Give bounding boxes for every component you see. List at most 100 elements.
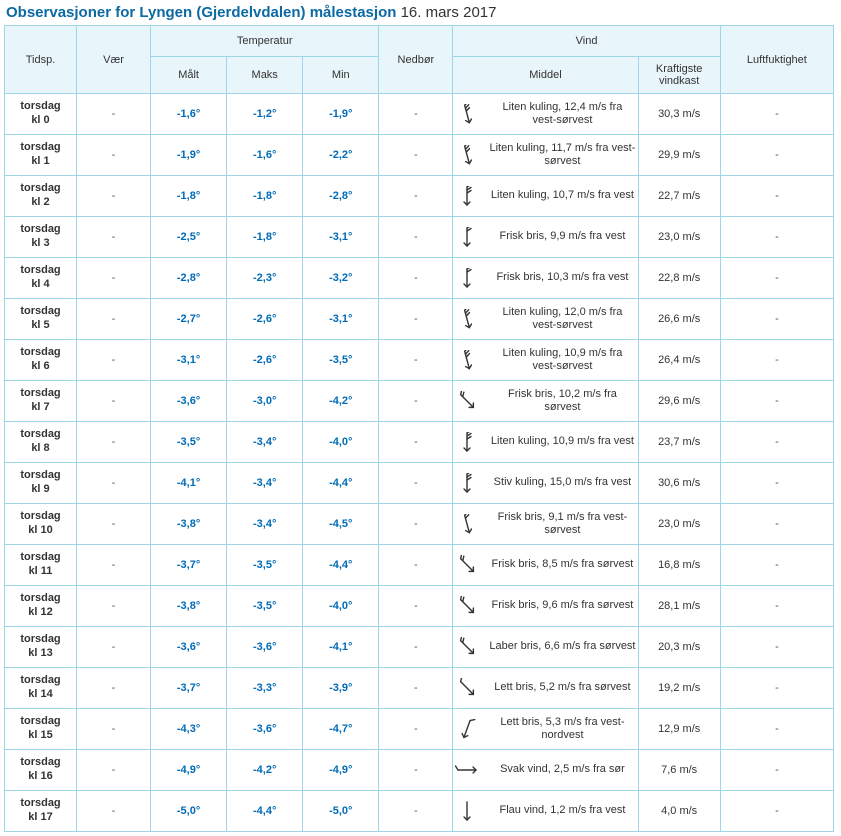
wind-barb-icon	[455, 473, 481, 493]
wind-description: Liten kuling, 12,4 m/s fra vest-sørvest	[489, 101, 635, 127]
day-label: torsdag	[20, 141, 60, 153]
humidity-cell: -	[720, 135, 833, 176]
table-row: torsdag kl 15 - -4,3° -3,6° -4,7° - Lett…	[5, 709, 834, 750]
temp-measured-cell: -3,6°	[151, 381, 227, 422]
wind-barb-icon	[455, 104, 481, 124]
temp-max-cell: -3,5°	[227, 545, 303, 586]
temp-measured-cell: -2,8°	[151, 258, 227, 299]
wind-barb-icon	[455, 145, 481, 165]
wind-description: Laber bris, 6,6 m/s fra sørvest	[489, 640, 635, 653]
wind-gust-cell: 23,7 m/s	[638, 422, 720, 463]
wind-mean-cell: Frisk bris, 9,9 m/s fra vest	[453, 217, 638, 258]
table-row: torsdag kl 8 - -3,5° -3,4° -4,0° - Liten…	[5, 422, 834, 463]
title-date: 16. mars 2017	[401, 4, 497, 21]
day-label: torsdag	[20, 592, 60, 604]
weather-cell: -	[76, 504, 150, 545]
weather-cell: -	[76, 422, 150, 463]
wind-mean-cell: Lett bris, 5,3 m/s fra vest-nordvest	[453, 709, 638, 750]
day-label: torsdag	[20, 346, 60, 358]
wind-gust-cell: 22,8 m/s	[638, 258, 720, 299]
hour-label: kl 2	[31, 196, 49, 208]
wind-description: Lett bris, 5,3 m/s fra vest-nordvest	[489, 716, 635, 742]
wind-gust-cell: 23,0 m/s	[638, 217, 720, 258]
humidity-cell: -	[720, 94, 833, 135]
wind-mean-cell: Liten kuling, 12,0 m/s fra vest-sørvest	[453, 299, 638, 340]
header-temp-measured: Målt	[151, 57, 227, 94]
temp-min-cell: -3,2°	[303, 258, 379, 299]
header-humidity: Luftfuktighet	[720, 26, 833, 94]
humidity-cell: -	[720, 709, 833, 750]
table-row: torsdag kl 9 - -4,1° -3,4° -4,4° - Stiv …	[5, 463, 834, 504]
header-wind: Vind	[453, 26, 720, 57]
weather-cell: -	[76, 135, 150, 176]
temp-min-cell: -4,9°	[303, 750, 379, 791]
humidity-cell: -	[720, 381, 833, 422]
wind-mean-cell: Stiv kuling, 15,0 m/s fra vest	[453, 463, 638, 504]
observations-table: Tidsp. Vær Temperatur Nedbør Vind Luftfu…	[4, 25, 834, 832]
humidity-cell: -	[720, 586, 833, 627]
temp-max-cell: -1,6°	[227, 135, 303, 176]
time-cell: torsdag kl 7	[5, 381, 77, 422]
temp-min-cell: -4,7°	[303, 709, 379, 750]
wind-gust-cell: 30,6 m/s	[638, 463, 720, 504]
temp-max-cell: -3,0°	[227, 381, 303, 422]
table-row: torsdag kl 13 - -3,6° -3,6° -4,1° - Labe…	[5, 627, 834, 668]
wind-description: Liten kuling, 10,9 m/s fra vest	[489, 435, 635, 448]
hour-label: kl 14	[28, 688, 52, 700]
temp-measured-cell: -4,1°	[151, 463, 227, 504]
temp-min-cell: -4,5°	[303, 504, 379, 545]
header-precip: Nedbør	[379, 26, 453, 94]
hour-label: kl 0	[31, 114, 49, 126]
weather-cell: -	[76, 668, 150, 709]
wind-barb-icon	[455, 432, 481, 452]
wind-barb-icon	[455, 637, 481, 657]
temp-max-cell: -3,6°	[227, 627, 303, 668]
precip-cell: -	[379, 627, 453, 668]
wind-gust-cell: 29,9 m/s	[638, 135, 720, 176]
weather-cell: -	[76, 586, 150, 627]
table-row: torsdag kl 14 - -3,7° -3,3° -3,9° - Lett…	[5, 668, 834, 709]
temp-measured-cell: -3,5°	[151, 422, 227, 463]
precip-cell: -	[379, 299, 453, 340]
day-label: torsdag	[20, 100, 60, 112]
precip-cell: -	[379, 709, 453, 750]
wind-barb-icon	[455, 760, 481, 780]
temp-max-cell: -3,4°	[227, 463, 303, 504]
humidity-cell: -	[720, 668, 833, 709]
humidity-cell: -	[720, 545, 833, 586]
header-wind-gust: Kraftigste vindkast	[638, 57, 720, 94]
wind-mean-cell: Flau vind, 1,2 m/s fra vest	[453, 791, 638, 832]
precip-cell: -	[379, 94, 453, 135]
humidity-cell: -	[720, 463, 833, 504]
wind-barb-icon	[455, 514, 481, 534]
wind-gust-cell: 28,1 m/s	[638, 586, 720, 627]
temp-measured-cell: -1,8°	[151, 176, 227, 217]
table-row: torsdag kl 2 - -1,8° -1,8° -2,8° - Liten…	[5, 176, 834, 217]
hour-label: kl 11	[29, 565, 53, 577]
temp-measured-cell: -3,1°	[151, 340, 227, 381]
wind-mean-cell: Liten kuling, 11,7 m/s fra vest-sørvest	[453, 135, 638, 176]
hour-label: kl 6	[31, 360, 49, 372]
temp-max-cell: -3,4°	[227, 504, 303, 545]
day-label: torsdag	[20, 428, 60, 440]
weather-cell: -	[76, 791, 150, 832]
precip-cell: -	[379, 545, 453, 586]
wind-description: Frisk bris, 9,9 m/s fra vest	[489, 230, 635, 243]
title-prefix: Observasjoner for Lyngen (Gjerdelvdalen)…	[6, 4, 396, 21]
wind-gust-cell: 29,6 m/s	[638, 381, 720, 422]
temp-measured-cell: -3,7°	[151, 545, 227, 586]
table-row: torsdag kl 0 - -1,6° -1,2° -1,9° - Liten…	[5, 94, 834, 135]
temp-measured-cell: -2,5°	[151, 217, 227, 258]
humidity-cell: -	[720, 299, 833, 340]
hour-label: kl 4	[31, 278, 49, 290]
hour-label: kl 5	[31, 319, 49, 331]
temp-max-cell: -3,3°	[227, 668, 303, 709]
hour-label: kl 12	[28, 606, 52, 618]
wind-mean-cell: Laber bris, 6,6 m/s fra sørvest	[453, 627, 638, 668]
day-label: torsdag	[20, 510, 60, 522]
hour-label: kl 3	[31, 237, 49, 249]
day-label: torsdag	[20, 387, 60, 399]
wind-barb-icon	[455, 186, 481, 206]
temp-min-cell: -4,1°	[303, 627, 379, 668]
humidity-cell: -	[720, 504, 833, 545]
